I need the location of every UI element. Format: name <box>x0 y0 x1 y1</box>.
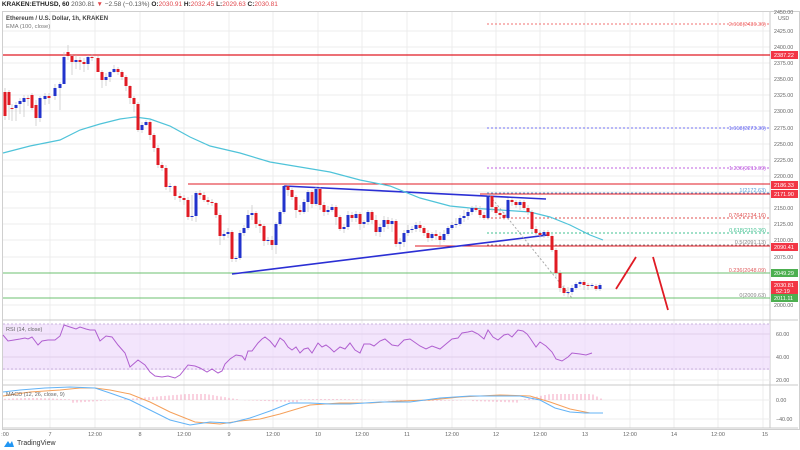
tradingview-logo[interactable]: TradingView <box>4 440 56 447</box>
ema-legend[interactable]: EMA (100, close) <box>6 24 50 30</box>
svg-text:12: 12 <box>493 432 499 438</box>
svg-text:2150.00: 2150.00 <box>774 206 793 212</box>
svg-text:11: 11 <box>404 432 410 438</box>
triangle-lower-trendline[interactable] <box>231 234 549 275</box>
open-label: O: <box>151 1 159 8</box>
svg-text:2000.00: 2000.00 <box>774 303 793 309</box>
candle-countdown: 52:19 <box>776 289 790 295</box>
close-value: 2030.81 <box>254 1 278 8</box>
fib-label: 1.618(2273.36) <box>729 126 766 132</box>
badge-last-price: 2030.81 <box>774 283 794 289</box>
open-value: 2030.91 <box>158 1 183 8</box>
high-label: H: <box>183 1 191 8</box>
svg-text:2325.00: 2325.00 <box>774 93 793 99</box>
rsi-legend[interactable]: RSI (14, close) <box>6 327 43 333</box>
svg-text:2225.00: 2225.00 <box>774 158 793 164</box>
svg-text:2100.00: 2100.00 <box>774 238 793 244</box>
svg-text:2275.00: 2275.00 <box>774 126 793 132</box>
svg-text:0.00: 0.00 <box>776 398 786 404</box>
badge-2387: 2387.22 <box>774 53 794 59</box>
svg-text:12:00: 12:00 <box>266 432 280 438</box>
svg-text:12:00: 12:00 <box>711 432 725 438</box>
svg-text:12:00: 12:00 <box>623 432 637 438</box>
fib-label: 1.236(2211.09) <box>729 166 766 172</box>
svg-text:14: 14 <box>671 432 677 438</box>
svg-text:2125.00: 2125.00 <box>774 222 793 228</box>
fib-label: 0.236(2048.09) <box>729 268 766 274</box>
svg-text:12:00: 12:00 <box>533 432 547 438</box>
tradingview-icon <box>4 441 14 447</box>
ema-100-line <box>2 116 604 241</box>
svg-text:40.00: 40.00 <box>776 355 789 361</box>
down-arrow-icon: ▼ <box>96 1 103 8</box>
rsi-band <box>3 324 770 370</box>
fib-label: 1(2172.63) <box>739 188 766 194</box>
last-price: 2030.81 <box>71 1 95 8</box>
fib-labels: 2.618(2436.36) 1.618(2273.36) 1.236(2211… <box>729 22 766 299</box>
svg-text:12:00: 12:00 <box>355 432 369 438</box>
fib-label: 0.618(2110.36) <box>729 228 766 234</box>
svg-text:8: 8 <box>138 432 141 438</box>
price-badges: 2387.22 2186.33 2171.90 2090.41 2049.29 … <box>771 51 798 302</box>
svg-text:2425.00: 2425.00 <box>774 29 793 35</box>
macd-axis: 0.00 −40.00 <box>776 398 792 423</box>
projection-down-line <box>652 256 669 311</box>
low-value: 2029.63 <box>222 1 246 8</box>
brand-label: TradingView <box>17 440 56 447</box>
svg-text:13: 13 <box>582 432 588 438</box>
svg-text:60.00: 60.00 <box>776 332 789 338</box>
svg-text:2350.00: 2350.00 <box>774 77 793 83</box>
close-label: C: <box>247 1 255 8</box>
svg-text:2250.00: 2250.00 <box>774 142 793 148</box>
svg-text:2200.00: 2200.00 <box>774 174 793 180</box>
svg-text:2075.00: 2075.00 <box>774 255 793 261</box>
svg-text:7: 7 <box>48 432 51 438</box>
triangle-upper-trendline[interactable] <box>283 185 547 200</box>
chart-title: Ethereum / U.S. Dollar, 1h, KRAKEN <box>6 16 108 22</box>
high-value: 2032.45 <box>190 1 215 8</box>
svg-text:12:00: 12:00 <box>445 432 459 438</box>
svg-text:2400.00: 2400.00 <box>774 45 793 51</box>
svg-text:−40.00: −40.00 <box>776 417 792 423</box>
svg-text:9: 9 <box>227 432 230 438</box>
fib-trend-line[interactable] <box>489 195 573 299</box>
price-axis[interactable]: 2450.00 USD 2425.00 2400.00 2375.00 2350… <box>774 10 793 309</box>
svg-text:2300.00: 2300.00 <box>774 109 793 115</box>
rsi-axis: 60.00 40.00 20.00 <box>776 332 789 384</box>
macd-line <box>2 386 603 426</box>
badge-2090: 2090.41 <box>774 245 794 251</box>
svg-text:2450.00: 2450.00 <box>774 10 793 16</box>
svg-text:12:00: 12:00 <box>177 432 191 438</box>
macd-legend[interactable]: MACD (12, 26, close, 9) <box>6 392 65 398</box>
symbol-header: KRAKEN:ETHUSD, 60 2030.81 ▼ −2.58 (−0.13… <box>0 0 278 10</box>
rsi-line <box>2 324 593 379</box>
fib-label: 0(2009.63) <box>739 293 766 299</box>
symbol-label: KRAKEN:ETHUSD, 60 <box>1 1 70 8</box>
svg-text:2375.00: 2375.00 <box>774 61 793 67</box>
badge-2186: 2186.33 <box>774 183 794 189</box>
badge-2049: 2049.29 <box>774 271 794 277</box>
macd-histogram <box>4 394 602 403</box>
svg-text:12:00: 12:00 <box>88 432 102 438</box>
currency-label: USD <box>778 16 789 22</box>
fib-label: 0.5(2091.13) <box>735 240 766 246</box>
fib-label: 2.618(2436.36) <box>729 22 766 28</box>
low-label: L: <box>216 1 223 8</box>
svg-text:20.00: 20.00 <box>776 378 789 384</box>
time-axis[interactable]: :00 7 12:00 8 12:00 9 12:00 10 12:00 11 … <box>1 432 768 438</box>
badge-2011: 2011.11 <box>774 296 793 302</box>
svg-text:15: 15 <box>762 432 768 438</box>
fib-label: 0.764(2134.16) <box>729 213 766 219</box>
price-change: −2.58 (−0.13%) <box>104 1 150 8</box>
projection-up-line <box>615 256 637 290</box>
badge-2171: 2171.90 <box>774 192 794 198</box>
svg-text::00: :00 <box>1 432 9 438</box>
candlesticks[interactable] <box>3 45 602 298</box>
svg-text:10: 10 <box>315 432 321 438</box>
